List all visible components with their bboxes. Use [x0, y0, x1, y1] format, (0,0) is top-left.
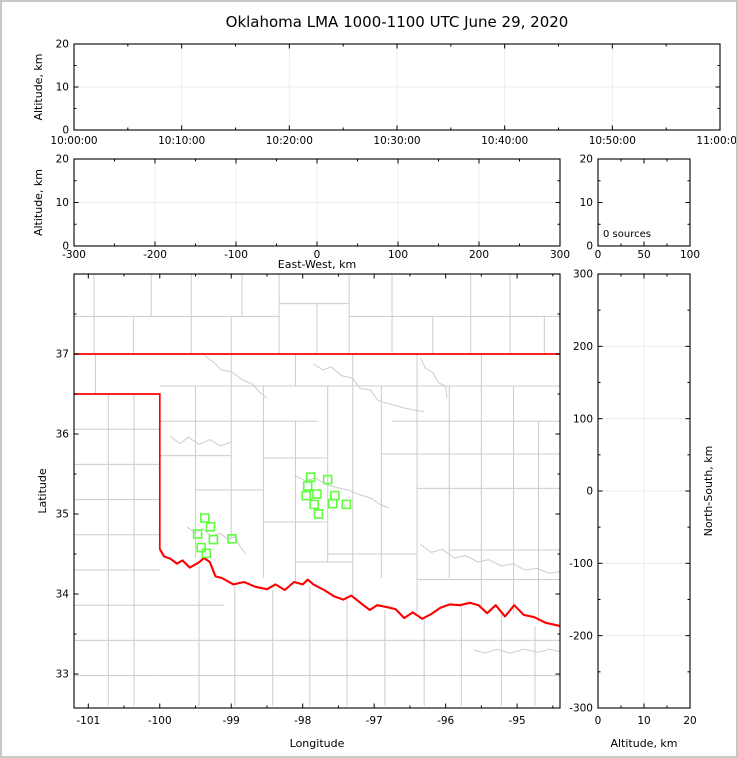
lma-station-marker [341, 499, 352, 510]
y-tick-label: 36 [56, 429, 70, 441]
plan-view-map-panel: -101 -100 -99 -98 -97 -96 -95 33 34 35 36 37 Longitu… [36, 273, 561, 750]
y-tick-label: 0 [62, 241, 69, 253]
x-tick-label: 10:00:00 [50, 135, 97, 147]
source-count-annotation: 0 sources [603, 229, 651, 240]
y-tick-label: 10 [580, 197, 593, 209]
ew_height-y-axis-label: Altitude, km [32, 169, 45, 236]
x-tick-label: 10:50:00 [589, 135, 636, 147]
lma-station-marker [302, 481, 313, 491]
plan_map-y-axis-label: Latitude [36, 468, 49, 514]
lma-station-marker [205, 521, 216, 532]
x-tick-label: -99 [223, 715, 240, 727]
x-tick-label: 20 [683, 715, 696, 727]
y-tick-label: 10 [56, 197, 69, 209]
lma-station-marker [312, 489, 322, 499]
x-tick-label: 0 [595, 715, 602, 727]
y-tick-label: -100 [569, 558, 593, 570]
lma-station-marker [330, 490, 340, 501]
lma-stations [192, 472, 352, 559]
x-tick-label: 10:20:00 [266, 135, 313, 147]
x-tick-label: -95 [509, 715, 526, 727]
x-tick-label: -200 [143, 249, 167, 261]
x-tick-label: 100 [388, 249, 408, 261]
y-tick-label: 0 [586, 241, 593, 253]
y-tick-label: 300 [573, 269, 593, 281]
oklahoma-state-border [74, 393, 161, 550]
eastwest-altitude-panel: -300 -200 -100 0 100 200 300 0 10 20 East-West, km… [32, 154, 570, 271]
red-river-border [158, 548, 560, 628]
x-tick-label: -300 [62, 249, 86, 261]
lma-station-marker [192, 529, 203, 539]
lma-station-marker [309, 499, 319, 510]
x-tick-label: 10:40:00 [481, 135, 528, 147]
lma-station-marker [322, 474, 333, 485]
x-tick-label: 10:10:00 [158, 135, 205, 147]
y-tick-label: 0 [586, 486, 593, 498]
y-tick-label: -300 [569, 703, 593, 715]
y-tick-label: 20 [56, 39, 69, 51]
ew_height-x-axis-label: East-West, km [278, 258, 356, 271]
x-tick-label: -101 [76, 715, 100, 727]
lma-station-marker [313, 509, 324, 519]
lma-station-marker [327, 498, 338, 509]
x-tick-label: 50 [637, 249, 650, 261]
lma-station-marker [199, 513, 210, 523]
x-tick-label: 200 [469, 249, 489, 261]
y-tick-label: 35 [56, 509, 69, 521]
x-tick-label: 0 [314, 249, 321, 261]
northsouth-altitude-panel: 0 10 20 300 200 100 0 -100 -200 -300 Altitude, km N… [569, 269, 715, 750]
time_height-y-axis-label: Altitude, km [32, 53, 45, 120]
y-tick-label: 20 [580, 154, 593, 166]
y-tick-label: 20 [56, 154, 69, 166]
map-content [74, 274, 560, 706]
altitude-histogram-panel: 0 50 100 0 10 20 0 sources [580, 154, 700, 261]
y-tick-label: 10 [56, 82, 69, 94]
y-tick-label: 200 [573, 341, 593, 353]
y-tick-label: 100 [573, 413, 593, 425]
x-tick-label: -97 [366, 715, 383, 727]
time-altitude-panel: 10:00:00 10:10:00 10:20:00 10:30:00 10:40:00… [32, 39, 738, 147]
y-tick-label: 0 [62, 125, 69, 137]
lma-station-marker [301, 490, 312, 501]
y-tick-label: -200 [569, 630, 593, 642]
x-tick-label: -96 [437, 715, 454, 727]
x-tick-label: 100 [680, 249, 700, 261]
x-tick-label: 11:00:00 [696, 135, 738, 147]
lma-station-marker [227, 533, 237, 544]
lma-station-marker [201, 548, 212, 559]
x-tick-label: 10:30:00 [373, 135, 420, 147]
ns_height-y-axis-label: North-South, km [702, 446, 715, 537]
plan_map-x-axis-label: Longitude [290, 737, 345, 750]
lma-station-marker [208, 534, 219, 545]
figure-title: Oklahoma LMA 1000-1100 UTC June 29, 2020 [225, 13, 569, 31]
y-tick-label: 37 [56, 349, 69, 361]
x-tick-label: 10 [637, 715, 650, 727]
county-boundaries [74, 274, 560, 706]
x-tick-label: -98 [294, 715, 311, 727]
x-tick-label: 0 [595, 249, 602, 261]
x-tick-label: 300 [550, 249, 570, 261]
y-tick-label: 34 [56, 589, 70, 601]
ns_height-x-axis-label: Altitude, km [610, 737, 677, 750]
x-tick-label: -100 [148, 715, 172, 727]
y-tick-label: 33 [56, 669, 69, 681]
lma-station-marker [196, 542, 207, 553]
x-tick-label: -100 [224, 249, 248, 261]
